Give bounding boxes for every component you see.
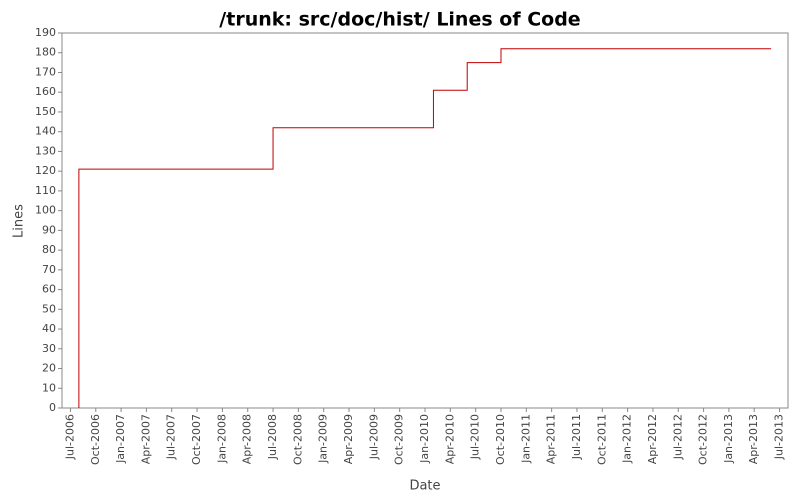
x-tick-label: Apr-2007 — [139, 414, 152, 464]
y-tick-label: 30 — [42, 342, 56, 355]
x-tick-label: Oct-2008 — [291, 414, 304, 465]
y-tick-label: 10 — [42, 381, 56, 394]
x-tick-label: Apr-2010 — [443, 414, 456, 464]
y-tick-label: 130 — [35, 144, 56, 157]
y-axis-label: Lines — [12, 204, 27, 238]
x-tick-label: Jul-2007 — [165, 414, 178, 460]
y-tick-label: 40 — [42, 322, 56, 335]
x-tick-label: Jan-2011 — [519, 414, 532, 464]
x-tick-label: Oct-2007 — [190, 414, 203, 465]
x-tick-label: Jul-2008 — [266, 414, 279, 460]
y-tick-label: 140 — [35, 125, 56, 138]
x-tick-label: Oct-2006 — [89, 414, 102, 465]
y-tick-label: 90 — [42, 223, 56, 236]
x-tick-label: Oct-2012 — [697, 414, 710, 465]
y-tick-label: 180 — [35, 46, 56, 59]
x-tick-label: Jul-2013 — [773, 414, 786, 460]
x-tick-label: Apr-2011 — [545, 414, 558, 464]
y-tick-label: 110 — [35, 184, 56, 197]
x-tick-label: Apr-2008 — [241, 414, 254, 464]
line-series — [78, 48, 772, 408]
x-tick-label: Apr-2013 — [747, 414, 760, 464]
y-tick-label: 160 — [35, 85, 56, 98]
y-tick-label: 70 — [42, 263, 56, 276]
x-tick-label: Oct-2011 — [595, 414, 608, 465]
x-tick-label: Jan-2009 — [317, 414, 330, 464]
x-tick-label: Jul-2009 — [367, 414, 380, 460]
x-tick-label: Jan-2013 — [722, 414, 735, 464]
y-tick-label: 50 — [42, 302, 56, 315]
y-tick-label: 0 — [49, 401, 56, 414]
plot-area — [61, 32, 789, 409]
y-tick-label: 190 — [35, 26, 56, 39]
x-tick-label: Jan-2012 — [621, 414, 634, 464]
y-tick-label: 150 — [35, 105, 56, 118]
chart-title: /trunk: src/doc/hist/ Lines of Code — [219, 9, 580, 31]
x-tick-label: Jan-2007 — [114, 414, 127, 464]
y-tick-label: 100 — [35, 204, 56, 217]
x-tick-label: Jan-2008 — [215, 414, 228, 464]
x-tick-label: Jul-2012 — [671, 414, 684, 460]
x-tick-label: Jan-2010 — [418, 414, 431, 464]
x-tick-label: Apr-2009 — [342, 414, 355, 464]
x-tick-label: Oct-2009 — [393, 414, 406, 465]
y-tick-label: 20 — [42, 362, 56, 375]
y-tick-label: 120 — [35, 164, 56, 177]
x-tick-label: Jul-2006 — [63, 414, 76, 460]
y-tick-label: 80 — [42, 243, 56, 256]
x-tick-label: Jul-2011 — [570, 414, 583, 460]
y-tick-label: 170 — [35, 65, 56, 78]
x-axis-label: Date — [409, 479, 440, 494]
x-tick-label: Apr-2012 — [646, 414, 659, 464]
y-tick-label: 60 — [42, 283, 56, 296]
x-tick-label: Oct-2010 — [494, 414, 507, 465]
x-tick-label: Jul-2010 — [469, 414, 482, 460]
